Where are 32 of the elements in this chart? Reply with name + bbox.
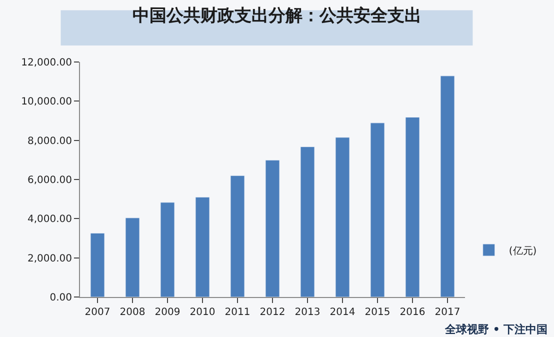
y-tick-label: 0.00 xyxy=(50,292,72,304)
y-tick-label: 2,000.00 xyxy=(27,253,72,264)
bar xyxy=(440,76,455,297)
bar xyxy=(300,146,315,297)
x-tick-label: 2008 xyxy=(120,307,146,318)
bar xyxy=(405,116,420,297)
bar xyxy=(370,122,385,297)
x-tick-label: 2016 xyxy=(400,307,426,318)
bar xyxy=(265,160,280,297)
x-tick-label: 2013 xyxy=(294,307,320,318)
y-tick-label: 8,000.00 xyxy=(27,136,72,147)
x-tick-label: 2015 xyxy=(364,307,390,318)
y-tick-label: 10,000.00 xyxy=(21,96,72,108)
y-tick-label: 6,000.00 xyxy=(27,175,72,186)
bar xyxy=(230,175,245,297)
x-tick-label: 2009 xyxy=(154,307,180,318)
text: 全球视野 • 下注中国 xyxy=(444,323,548,336)
x-tick-label: 2012 xyxy=(260,307,286,318)
legend-label: (亿元) xyxy=(508,246,537,257)
bar xyxy=(195,196,210,297)
x-tick-label: 2017 xyxy=(434,307,460,318)
y-tick-label: 4,000.00 xyxy=(27,214,72,226)
x-tick-label: 2014 xyxy=(330,307,356,318)
bar xyxy=(335,137,350,297)
x-tick-label: 2011 xyxy=(224,307,250,318)
bar xyxy=(125,218,140,297)
bar xyxy=(160,202,175,297)
x-tick-label: 2010 xyxy=(190,307,216,318)
bar xyxy=(90,232,105,297)
chart-title: 中国公共财政支出分解：公共安全支出 xyxy=(132,6,422,26)
y-tick-label: 12,000.00 xyxy=(21,58,72,68)
x-tick-label: 2007 xyxy=(84,307,110,318)
